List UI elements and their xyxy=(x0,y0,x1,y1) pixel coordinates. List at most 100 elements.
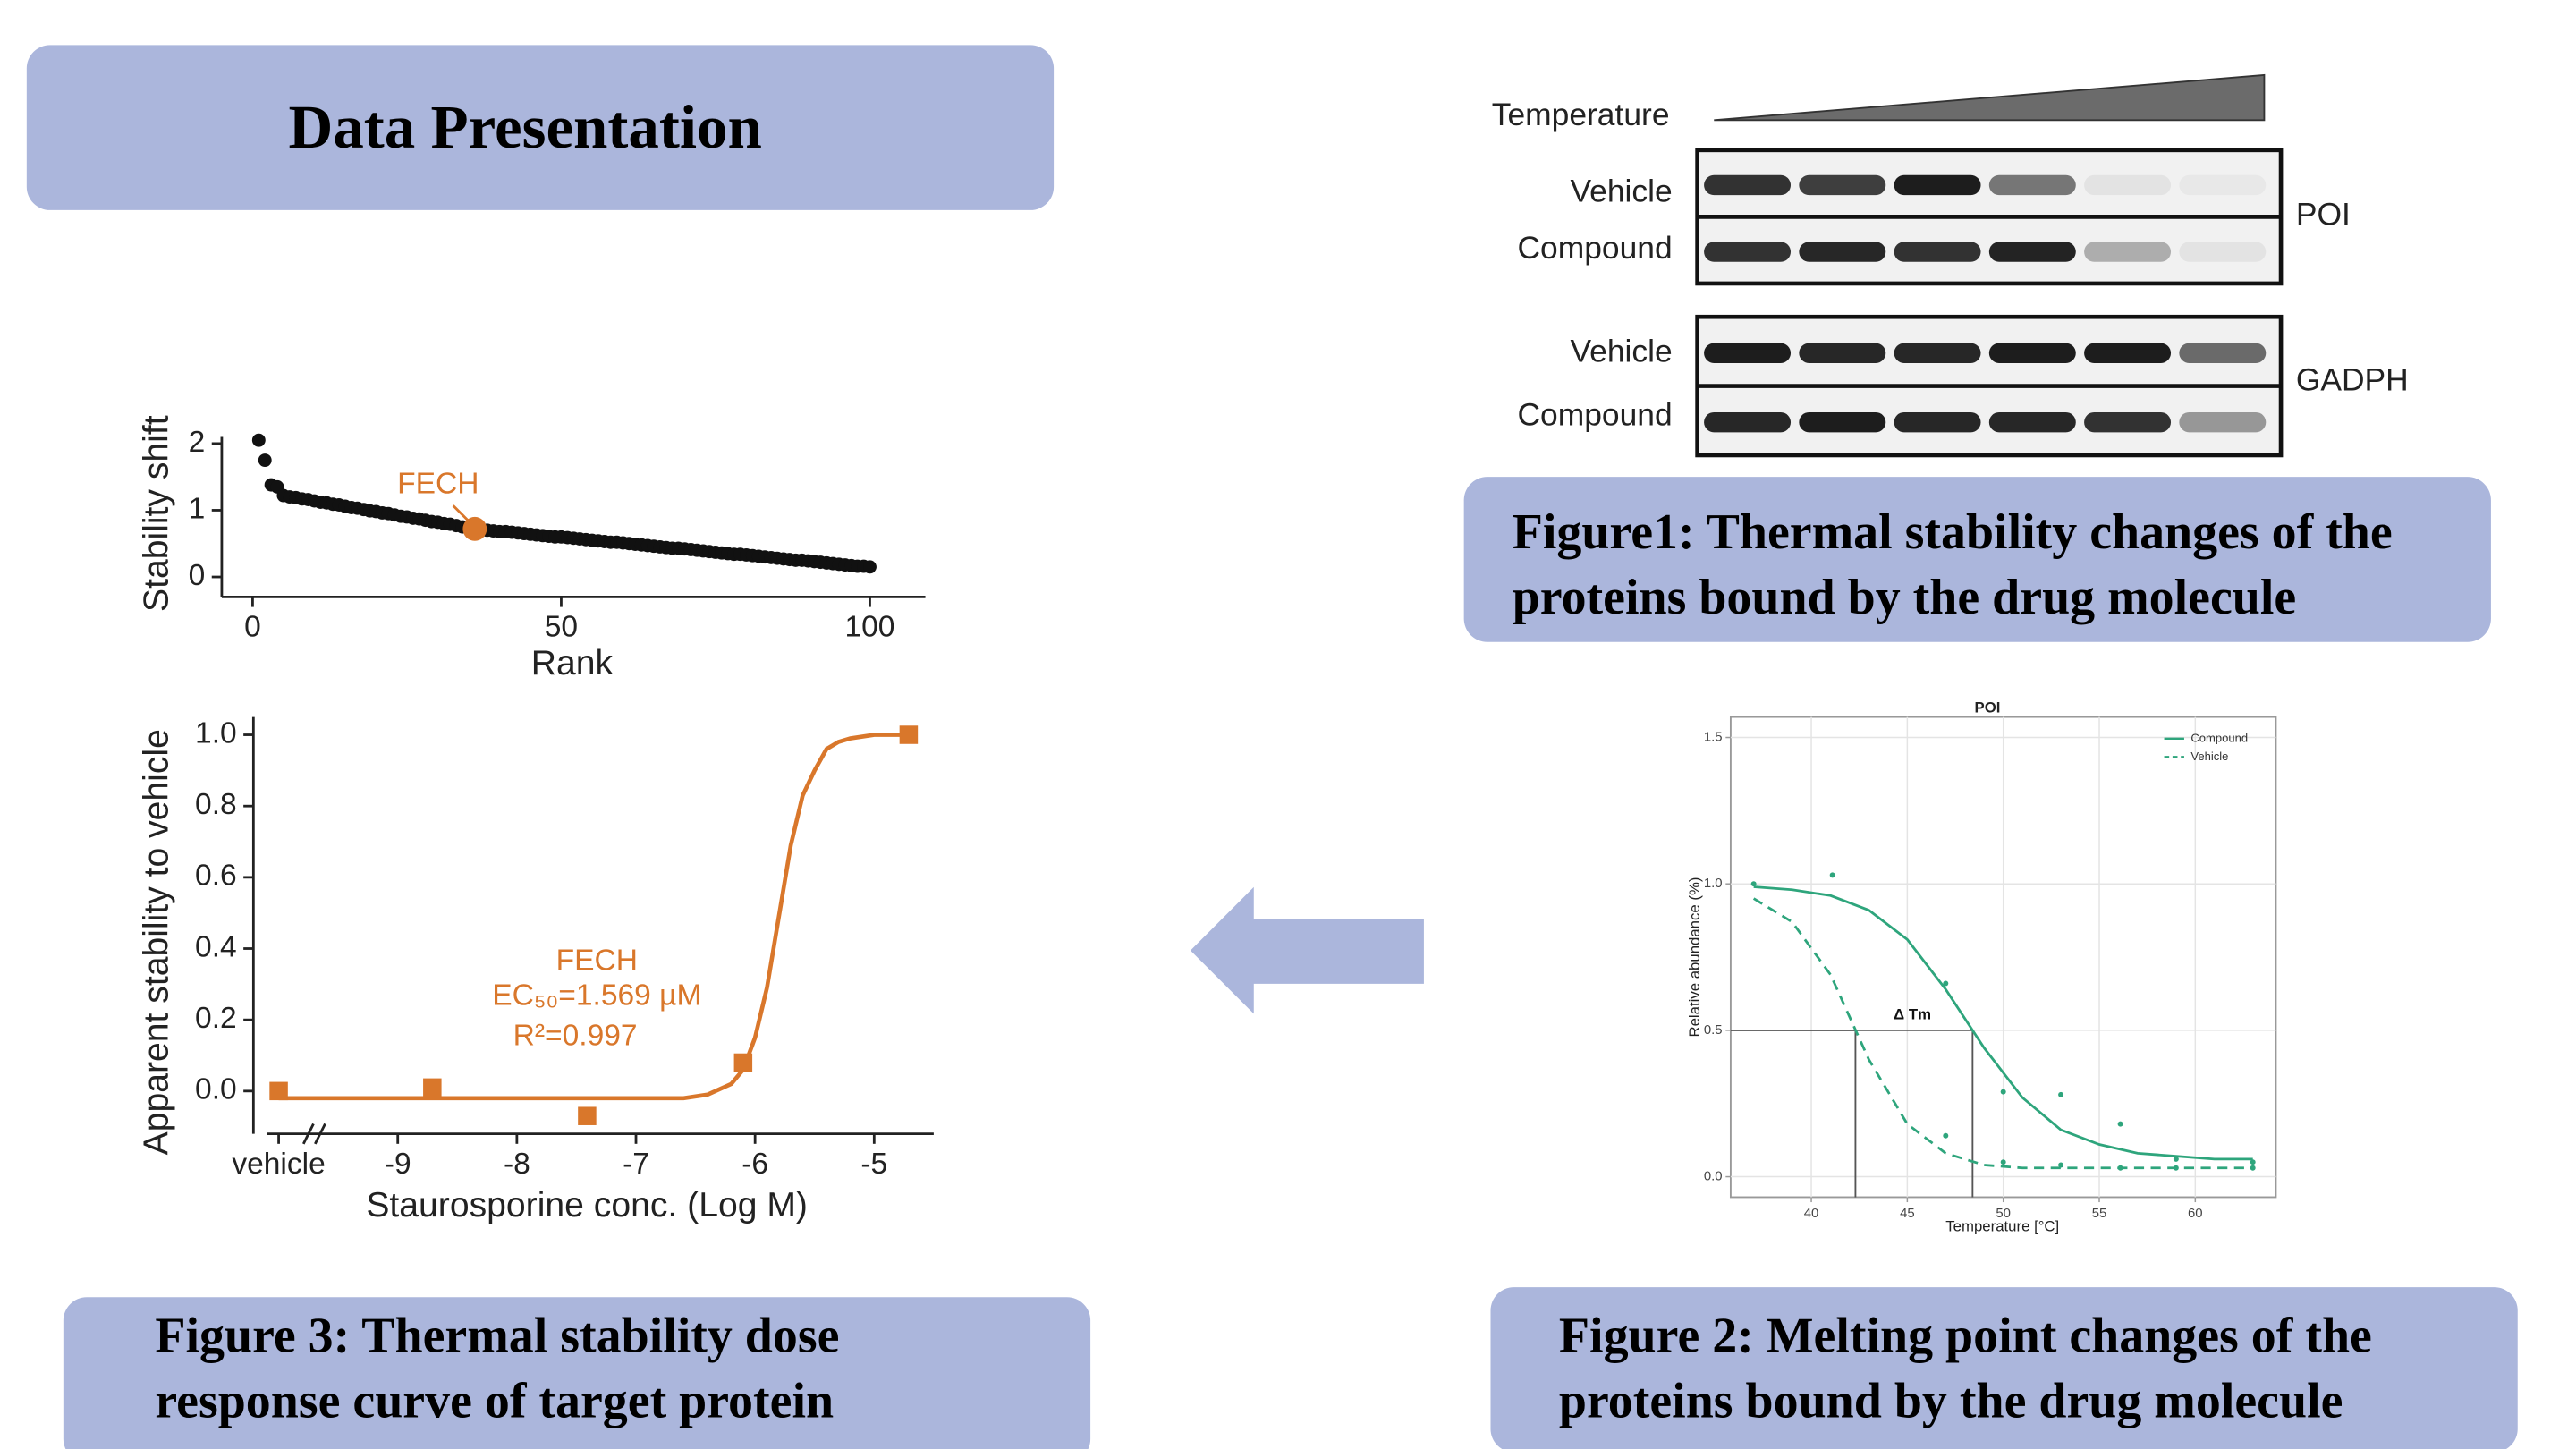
point xyxy=(578,1106,597,1125)
point xyxy=(2117,1121,2123,1127)
x-tick-label: 45 xyxy=(1900,1207,1915,1221)
y-tick-label: 0.5 xyxy=(1704,1023,1723,1038)
caption-box xyxy=(1463,477,2491,642)
x-axis-label: Staurosporine conc. (Log M) xyxy=(366,1186,808,1224)
blot-band xyxy=(1704,174,1792,196)
blot-row-label: Vehicle xyxy=(1570,174,1672,209)
blot-band xyxy=(1799,174,1886,196)
blot-panel-label: POI xyxy=(2296,197,2351,233)
point xyxy=(1750,881,1757,887)
point xyxy=(2000,1089,2006,1095)
x-axis-label: Temperature [°C] xyxy=(1945,1217,2059,1234)
blot-row-label: Compound xyxy=(1517,230,1672,266)
caption-line: proteins bound by the drug molecule xyxy=(1559,1373,2343,1428)
blot-band xyxy=(1799,242,1886,262)
caption-box xyxy=(1490,1287,2518,1449)
x-tick-label: 50 xyxy=(1996,1207,2011,1221)
x-tick-label: -6 xyxy=(741,1148,768,1181)
title-box xyxy=(26,45,1055,210)
point xyxy=(258,453,272,467)
point xyxy=(1943,1132,1949,1139)
blot-band xyxy=(1988,411,2076,433)
point xyxy=(899,725,919,744)
x-tick-label: 100 xyxy=(844,611,894,644)
series-line xyxy=(1752,897,2253,1170)
annotation: FECH xyxy=(556,944,638,977)
gradient-wedge xyxy=(1714,73,2266,122)
blot-panel-label: GADPH xyxy=(2296,361,2409,397)
y-axis-label: Relative abundance (%) xyxy=(1686,877,1703,1038)
x-tick-label: 0 xyxy=(244,611,261,644)
blot-band xyxy=(2084,343,2172,363)
x-tick-label: vehicle xyxy=(232,1148,325,1181)
blot-band xyxy=(1894,174,1981,196)
blot-band xyxy=(1988,343,2076,363)
annotation: EC₅₀=1.569 µM xyxy=(492,979,701,1013)
x-tick-label: -7 xyxy=(623,1148,649,1181)
label-leader xyxy=(452,504,471,523)
blot-band xyxy=(1988,242,2076,262)
y-tick-label: 0 xyxy=(189,559,206,592)
gradient-label: Temperature xyxy=(1492,97,1670,132)
point-label: FECH xyxy=(397,468,479,501)
point xyxy=(1829,872,1835,878)
y-tick-label: 0.0 xyxy=(195,1073,237,1106)
point xyxy=(251,433,266,447)
blot-band xyxy=(1988,174,2076,196)
point xyxy=(2173,1156,2179,1162)
point xyxy=(733,1053,753,1072)
y-tick-label: 1 xyxy=(189,492,206,525)
caption-line: proteins bound by the drug molecule xyxy=(1513,570,2297,625)
point xyxy=(269,1081,288,1101)
y-tick-label: 0.2 xyxy=(195,1002,237,1035)
caption-line: Figure 3: Thermal stability dose xyxy=(155,1309,839,1364)
x-tick-label: -8 xyxy=(504,1148,530,1181)
point xyxy=(2058,1162,2064,1168)
y-tick-label: 1.5 xyxy=(1704,730,1723,744)
chart-title: POI xyxy=(1975,699,2001,716)
blot-band xyxy=(2084,411,2172,433)
slide-title: Data Presentation xyxy=(289,93,762,161)
blot-band xyxy=(1799,411,1886,433)
blot-band xyxy=(2179,343,2267,363)
x-tick-label: 40 xyxy=(1804,1207,1819,1221)
arrow xyxy=(1190,886,1424,1014)
axis-break xyxy=(302,1123,315,1145)
point xyxy=(2173,1165,2179,1171)
x-axis-label: Rank xyxy=(531,644,614,682)
point xyxy=(2000,1159,2006,1165)
blot-band xyxy=(1894,343,1981,363)
point xyxy=(2117,1165,2123,1171)
y-tick-label: 2 xyxy=(189,426,206,459)
annotation: Δ Tm xyxy=(1894,1006,1931,1023)
y-tick-label: 0.8 xyxy=(195,788,237,821)
blot-band xyxy=(2179,174,2267,196)
x-tick-label: -5 xyxy=(860,1148,887,1181)
point xyxy=(2058,1091,2064,1097)
blot-band xyxy=(1704,242,1792,262)
y-tick-label: 1.0 xyxy=(1704,877,1723,891)
y-axis-label: Apparent stability to vehicle xyxy=(137,729,175,1155)
blot-row-label: Vehicle xyxy=(1570,334,1672,369)
x-tick-label: 50 xyxy=(545,611,578,644)
caption-line: response curve of target protein xyxy=(155,1373,834,1428)
point xyxy=(2250,1159,2256,1165)
y-axis-label: Stability shift xyxy=(137,415,175,612)
caption-line: Figure 2: Melting point changes of the xyxy=(1559,1309,2372,1364)
point xyxy=(863,560,877,574)
blot-band xyxy=(1799,343,1886,363)
blot-band xyxy=(2179,411,2267,433)
series-line xyxy=(278,733,911,1101)
point xyxy=(1943,980,1949,987)
y-tick-label: 1.0 xyxy=(195,716,237,750)
caption-box xyxy=(63,1297,1091,1449)
blot-band xyxy=(1894,242,1981,262)
blot-row-label: Compound xyxy=(1517,396,1672,432)
x-tick-label: -9 xyxy=(385,1148,411,1181)
caption-line: Figure1: Thermal stability changes of th… xyxy=(1513,504,2393,560)
annotation: R²=0.997 xyxy=(513,1019,638,1052)
point xyxy=(423,1078,442,1097)
blot-band xyxy=(1704,411,1792,433)
